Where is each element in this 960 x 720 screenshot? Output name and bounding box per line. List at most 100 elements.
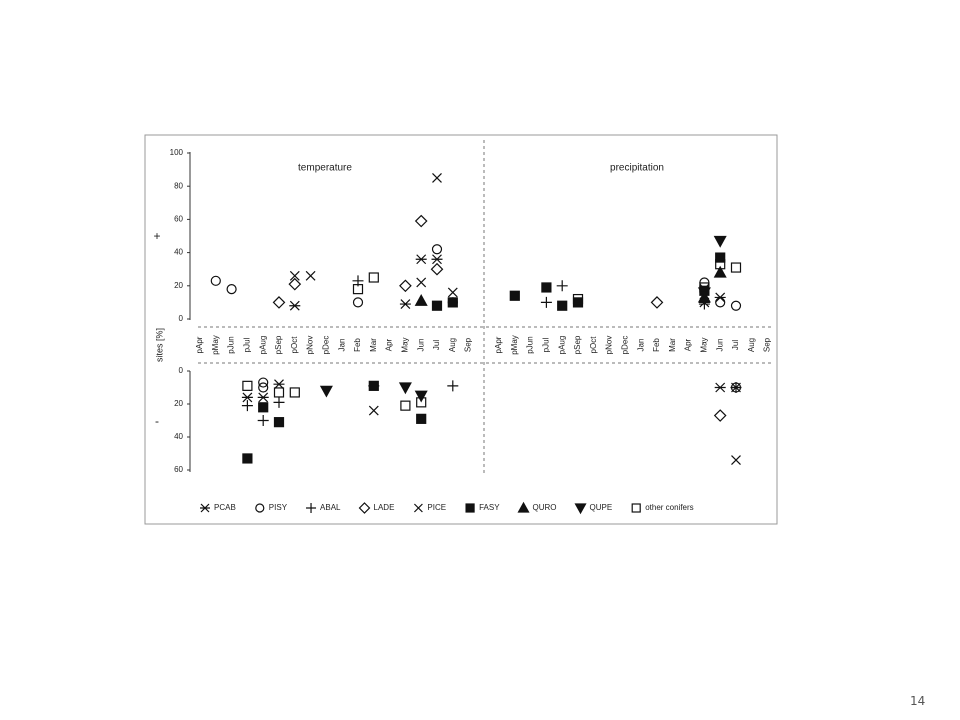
x-tick-label: pSep: [274, 335, 283, 354]
x-tick-label: pDec: [322, 336, 331, 355]
marker-plus: [241, 400, 253, 412]
x-tick-label: Jan: [636, 339, 645, 352]
marker-asterisk: [289, 300, 301, 311]
legend-label: QURO: [533, 503, 557, 512]
marker-diamond: [358, 502, 371, 514]
marker-square-filled: [416, 413, 427, 424]
marker-square: [400, 400, 411, 411]
marker-diamond: [399, 279, 412, 293]
marker-triangle-down: [398, 382, 412, 395]
x-tick-label: Aug: [747, 338, 756, 352]
marker-triangle-up: [713, 265, 727, 278]
x-tick-label: Mar: [668, 338, 677, 352]
legend-label: PICE: [427, 503, 446, 512]
marker-square-filled: [572, 297, 584, 308]
x-tick-label: pApr: [494, 336, 503, 353]
marker-plus: [273, 396, 285, 408]
legend-label: QUPE: [590, 503, 613, 512]
marker-square: [273, 387, 285, 398]
y-tick-label: 60: [174, 215, 183, 224]
y-tick-label: 0: [179, 366, 184, 375]
y-tick-label: 60: [174, 465, 183, 474]
marker-square: [242, 380, 253, 391]
marker-diamond: [272, 296, 286, 309]
marker-diamond: [650, 296, 664, 309]
marker-plus: [540, 296, 552, 308]
marker-triangle-down: [574, 503, 587, 515]
marker-square-filled: [557, 300, 568, 311]
marker-asterisk: [415, 254, 427, 265]
marker-cross: [731, 455, 741, 466]
x-tick-label: Apr: [385, 338, 394, 351]
marker-triangle-up: [414, 293, 428, 306]
y-tick-label: 20: [174, 399, 183, 408]
half-label: -: [155, 414, 159, 428]
marker-square-filled: [368, 380, 379, 391]
x-tick-label: pNov: [306, 336, 315, 355]
x-tick-label: Jan: [337, 339, 346, 352]
marker-circle: [730, 300, 742, 311]
x-tick-label: pDec: [621, 336, 630, 355]
x-tick-label: pAug: [258, 336, 267, 355]
marker-triangle-up: [517, 501, 530, 513]
x-tick-label: Sep: [464, 337, 473, 352]
marker-square: [699, 282, 710, 293]
x-tick-label: May: [401, 337, 410, 352]
x-tick-label: Feb: [353, 338, 362, 352]
y-tick-label: 80: [174, 181, 183, 190]
marker-square-filled: [509, 290, 520, 301]
legend-label: PISY: [269, 503, 288, 512]
x-tick-label: Sep: [763, 337, 772, 352]
marker-asterisk: [200, 503, 210, 513]
marker-triangle-down: [697, 287, 711, 300]
marker-asterisk: [257, 392, 269, 403]
x-tick-label: pNov: [605, 336, 614, 355]
x-tick-label: Mar: [369, 338, 378, 352]
x-tick-label: Feb: [652, 338, 661, 352]
marker-circle: [352, 297, 364, 308]
marker-square: [730, 262, 742, 273]
x-tick-label: Jun: [416, 339, 425, 352]
marker-square: [289, 387, 300, 398]
marker-asterisk: [431, 254, 443, 265]
marker-square: [572, 293, 584, 305]
marker-cross: [413, 503, 423, 513]
marker-circle: [715, 297, 726, 308]
page-number: 14: [910, 694, 926, 708]
x-tick-label: Apr: [684, 338, 693, 351]
marker-asterisk: [241, 392, 253, 403]
x-tick-label: Jun: [715, 339, 724, 352]
half-label: +: [153, 229, 160, 243]
marker-circle: [258, 377, 269, 388]
marker-square-filled: [273, 417, 285, 428]
marker-square-filled: [715, 252, 726, 263]
marker-square-filled: [447, 297, 458, 308]
marker-asterisk: [399, 299, 411, 309]
marker-square-filled: [541, 282, 552, 293]
marker-cross: [368, 405, 379, 416]
x-tick-label: Jul: [432, 340, 441, 350]
marker-diamond: [713, 409, 727, 422]
marker-plus: [447, 380, 459, 392]
x-tick-label: pApr: [195, 336, 204, 353]
legend-label: ABAL: [320, 503, 341, 512]
legend-label: LADE: [374, 503, 395, 512]
marker-triangle-down: [713, 235, 727, 248]
marker-plus: [556, 280, 568, 292]
marker-plus: [730, 382, 742, 393]
y-tick-label: 0: [179, 314, 184, 323]
marker-square-filled: [431, 300, 443, 311]
x-tick-label: pOct: [589, 336, 598, 354]
marker-square: [631, 503, 641, 513]
x-tick-label: pJul: [243, 337, 252, 352]
marker-asterisk: [714, 382, 726, 393]
y-tick-label: 40: [174, 248, 183, 257]
y-tick-label: 40: [174, 432, 183, 441]
x-tick-label: pAug: [557, 336, 566, 355]
marker-square-filled: [242, 453, 253, 464]
y-tick-label: 100: [170, 148, 184, 157]
marker-cross: [289, 270, 300, 281]
legend-label: FASY: [479, 503, 500, 512]
marker-asterisk: [273, 379, 285, 390]
